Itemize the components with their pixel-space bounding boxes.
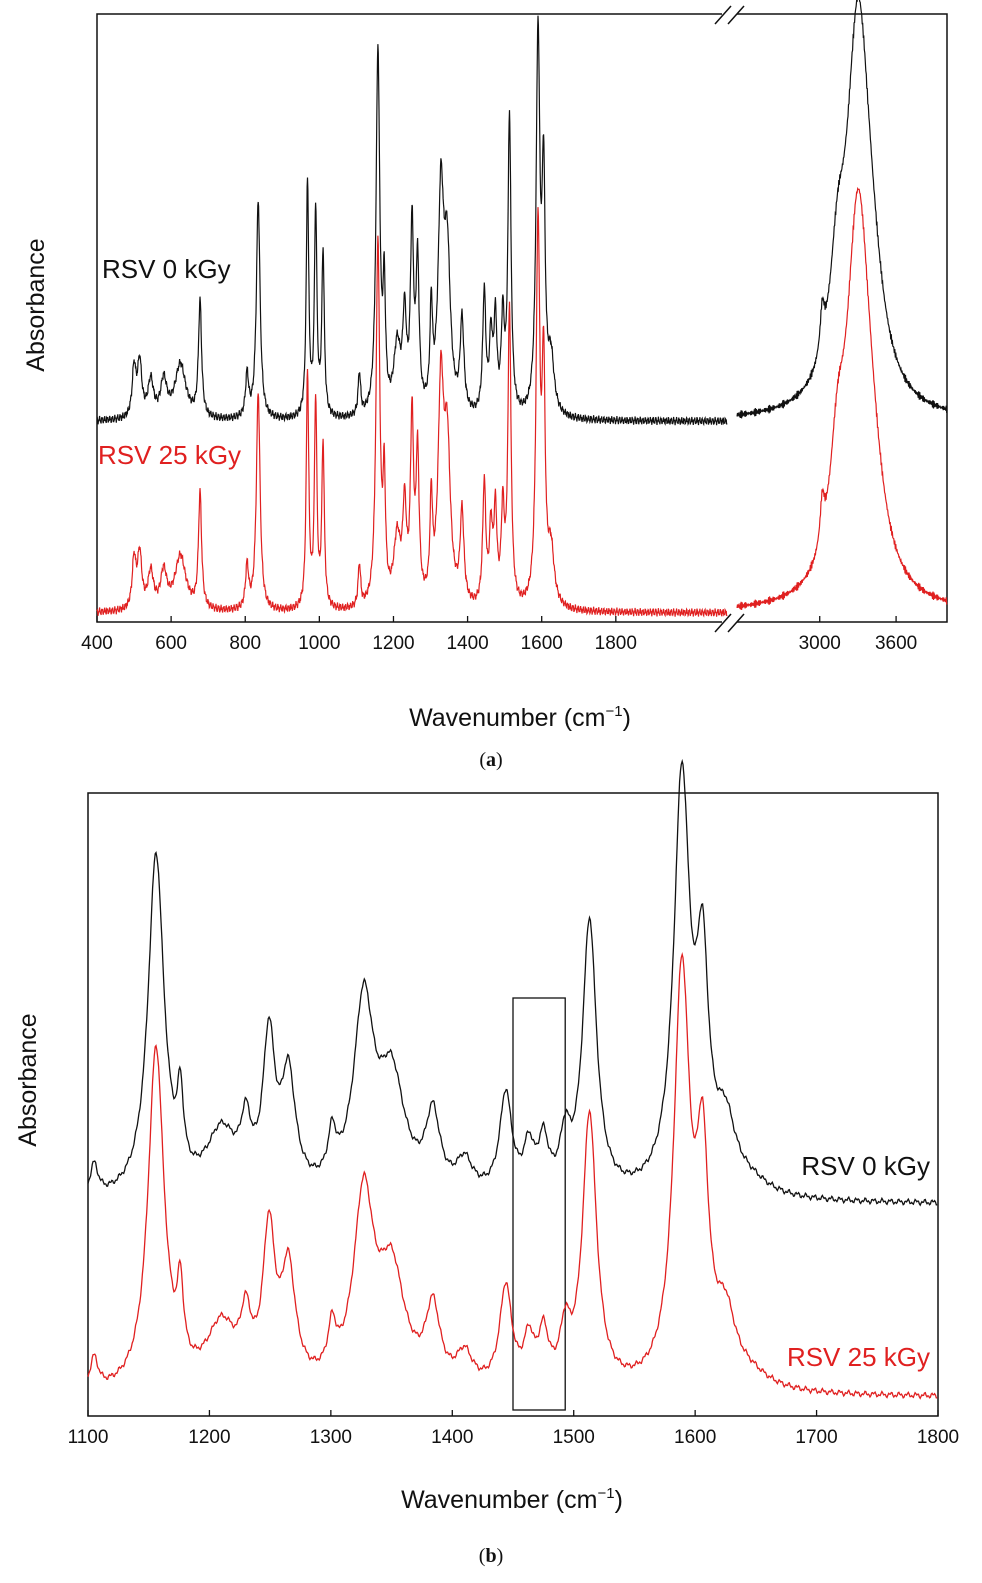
panel-a: 400 600 800 1000 1200 1400 1600 1800 3000 3600 RS… [22,0,948,771]
panel-b-line-25kgy [87,952,938,1400]
panel-a-x-tick-label: 1800 [595,633,637,654]
panel-a-series [96,0,948,618]
panel-b-x-tick-label: 1200 [188,1427,230,1448]
panel-a-y-axis-title: Absorbance [22,238,50,371]
panel-a-break-mark-top [714,5,745,25]
panel-a-x-tick-label: 1000 [298,633,340,654]
panel-a-caption: (a) [479,749,502,771]
panel-a-x-tick-label: 3600 [875,633,917,654]
panel-a-break-gap-top [722,10,737,18]
panel-b-highlight-box [512,997,566,1411]
panel-a-x-tick-label: 800 [229,633,261,654]
panel-b-x-axis-title: Wavenumber (cm−1) [401,1485,623,1514]
panel-b-x-tick-label: 1400 [431,1427,473,1448]
panel-a-x-axis-title-end: ) [623,704,631,732]
panel-a-plot-frame [96,13,948,623]
panel-a-x-tick-label: 600 [155,633,187,654]
panel-b: 1100 1200 1300 1400 1500 1600 1700 1800 RSV 0 k… [14,758,959,1567]
panel-a-break-mark-bottom [714,613,745,633]
panel-b-x-tick-label: 1500 [553,1427,595,1448]
panel-b-x-tick-label: 1300 [310,1427,352,1448]
panel-b-y-axis-title: Absorbance [14,1013,42,1146]
panel-a-x-tick-label: 3000 [799,633,841,654]
panel-b-series [87,758,938,1400]
panel-b-x-axis-title-sup: −1 [597,1485,614,1502]
panel-a-x-tick-label: 1400 [446,633,488,654]
panel-a-x-tick-label: 1600 [521,633,563,654]
panel-a-x-axis-title-sup: −1 [605,703,622,720]
panel-a-x-axis-title: Wavenumber (cm−1) [409,703,631,732]
panel-a-line-25kgy-seg2 [736,186,948,610]
panel-b-plot-frame [87,792,939,1417]
panel-a-x-tick-label: 400 [81,633,113,654]
panel-b-line-0kgy [87,758,938,1207]
panel-b-x-axis-title-main: Wavenumber (cm [401,1486,597,1514]
panel-b-series-label-0kgy: RSV 0 kGy [801,1151,930,1181]
panel-b-x-tick-label: 1600 [674,1427,716,1448]
panel-a-x-axis-title-main: Wavenumber (cm [409,704,605,732]
panel-a-series-label-0kgy: RSV 0 kGy [102,254,231,284]
panel-a-series-label-25kgy: RSV 25 kGy [98,440,241,470]
panel-b-x-tick-label: 1100 [68,1427,109,1448]
panel-b-x-ticks: 1100 1200 1300 1400 1500 1600 1700 1800 [68,1410,959,1448]
panel-b-x-tick-label: 1700 [795,1427,837,1448]
panel-b-x-tick-label: 1800 [917,1427,959,1448]
panel-b-x-axis-title-end: ) [615,1486,623,1514]
panel-a-x-tick-label: 1200 [372,633,414,654]
panel-a-x-ticks: 400 600 800 1000 1200 1400 1600 1800 3000 3600 [81,616,917,654]
panel-a-line-25kgy-seg1 [96,207,728,618]
panel-a-line-0kgy-seg1 [96,15,728,427]
panel-b-caption: (b) [479,1545,503,1567]
panel-a-line-0kgy-seg2 [736,0,948,419]
panel-b-series-label-25kgy: RSV 25 kGy [787,1342,930,1372]
panel-a-break-gap-bottom [722,618,737,626]
